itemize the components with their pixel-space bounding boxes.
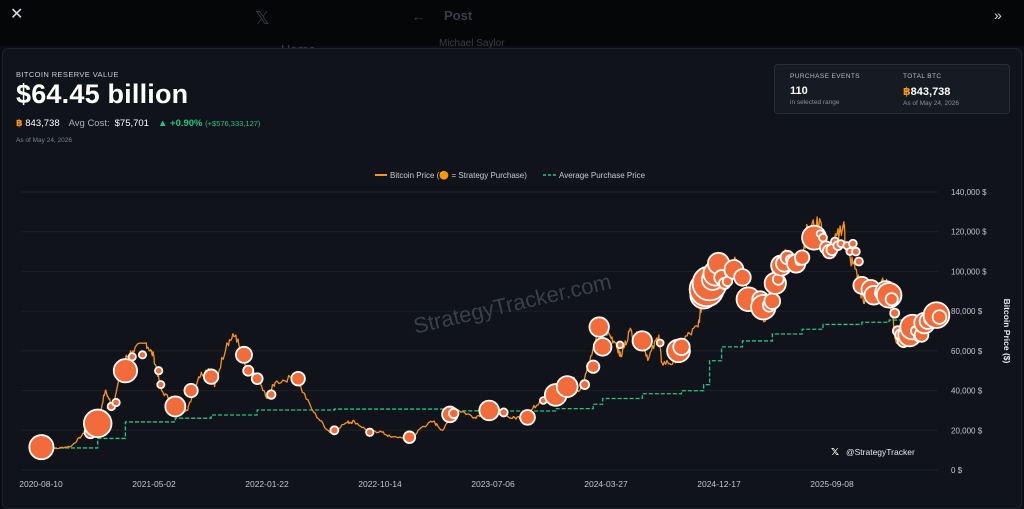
purchase-marker [164, 395, 187, 418]
purchase-marker [154, 366, 164, 376]
btc-symbol: ฿ [16, 118, 23, 129]
y-tick-label: 100,000 $ [951, 267, 987, 276]
total-btc-sub: As of May 24, 2026 [903, 100, 960, 107]
purchase-marker [137, 350, 148, 360]
x-tick-label: 2020-08-10 [19, 479, 63, 489]
change-percent: +0.90% [170, 118, 203, 129]
purchase-marker [655, 338, 665, 348]
y-tick-label: 20,000 $ [951, 426, 983, 435]
purchase-marker [112, 358, 138, 384]
purchase-marker [28, 434, 55, 461]
purchase-marker [478, 399, 500, 422]
y-tick-label: 80,000 $ [951, 307, 983, 316]
reserve-details: ฿ 843,738 Avg Cost: $75,701 ▲ +0.90% (+$… [16, 118, 260, 129]
x-tick-label: 2024-03-27 [584, 479, 628, 489]
purchase-marker [884, 292, 899, 307]
purchase-marker [588, 316, 610, 338]
purchase-marker [733, 268, 752, 287]
purchase-events-label: PURCHASE EVENTS [790, 73, 860, 80]
close-icon[interactable]: ✕ [10, 6, 24, 23]
purchase-marker [329, 425, 340, 436]
y-tick-label: 60,000 $ [951, 347, 983, 356]
purchase-events-value: 110 [790, 85, 808, 97]
y-tick-label: 0 $ [951, 466, 963, 475]
x-logo-icon: 𝕏 [255, 8, 270, 28]
reserve-value: $64.45 billion [16, 79, 189, 109]
top-bar: ✕ 𝕏 ← Post Home Michael Saylor » [0, 0, 1024, 57]
purchase-marker [672, 337, 691, 356]
purchase-marker [365, 427, 375, 437]
purchase-events-stat: PURCHASE EVENTS 110 in selected range [790, 73, 860, 106]
x-tick-label: 2024-12-17 [697, 479, 741, 489]
y-tick-label: 120,000 $ [951, 228, 987, 237]
y-tick-label: 40,000 $ [951, 387, 983, 396]
legend-price-label: Bitcoin Price (🟠 = Strategy Purchase) [390, 170, 527, 180]
btc-symbol: ฿ [903, 86, 911, 98]
x-tick-label: 2022-10-14 [358, 479, 402, 489]
purchase-marker [931, 309, 948, 325]
reserve-header: BITCOIN RESERVE VALUE [16, 70, 119, 79]
btc-amount: 843,738 [25, 118, 60, 129]
triangle-up-icon: ▲ [157, 118, 168, 129]
purchase-marker [290, 370, 306, 387]
x-logo-icon: 𝕏 [831, 447, 839, 458]
attribution: @StrategyTracker [846, 447, 915, 457]
change-absolute: (+$576,333,127) [205, 119, 261, 128]
total-btc-stat: TOTAL BTC ฿843,738 As of May 24, 2026 [903, 73, 959, 107]
double-chevron-right-icon[interactable]: » [994, 7, 1002, 23]
purchase-marker [848, 238, 858, 249]
purchase-marker [498, 407, 509, 418]
total-btc-value-row: ฿843,738 [903, 85, 959, 98]
stats-box: PURCHASE EVENTS 110 in selected range TO… [774, 64, 1010, 114]
purchase-marker [250, 372, 264, 386]
purchase-marker [853, 256, 864, 267]
purchase-marker [889, 307, 901, 319]
purchase-marker [203, 368, 220, 385]
purchase-marker [615, 340, 625, 350]
y-tick-label: 140,000 $ [951, 188, 987, 197]
total-btc-value: 843,738 [910, 86, 951, 98]
purchase-marker [235, 345, 253, 364]
y-axis-label: Bitcoin Price ($) [1002, 299, 1012, 364]
purchase-marker [851, 246, 861, 257]
avg-cost-value: $75,701 [114, 118, 149, 129]
purchase-marker [266, 389, 277, 400]
purchase-marker [763, 292, 782, 310]
x-tick-label: 2022-01-22 [245, 479, 289, 489]
purchase-marker [242, 364, 255, 377]
as-of-date: As of May 24, 2026 [16, 137, 73, 144]
purchase-marker [183, 383, 199, 399]
purchase-marker [586, 359, 601, 374]
purchase-marker [592, 337, 613, 357]
x-tick-label: 2025-09-08 [810, 479, 854, 489]
purchase-marker [579, 379, 591, 391]
ghost-user: Michael Saylor [439, 38, 505, 49]
legend-avg-label: Average Purchase Price [559, 171, 646, 180]
purchase-marker [818, 232, 828, 243]
purchase-marker [555, 375, 579, 398]
ghost-post-title: Post [444, 8, 473, 23]
purchase-marker [111, 397, 121, 408]
purchase-marker [127, 352, 137, 362]
purchase-marker [156, 380, 166, 390]
purchase-events-sub: in selected range [790, 99, 840, 106]
purchase-marker [448, 407, 460, 420]
total-btc-label: TOTAL BTC [903, 73, 942, 80]
purchase-marker [519, 409, 536, 426]
purchase-marker [83, 408, 113, 439]
x-tick-label: 2021-05-02 [132, 479, 176, 489]
purchase-marker [402, 430, 417, 444]
avg-purchase-line [41, 319, 943, 449]
purchase-marker [794, 249, 811, 266]
x-tick-label: 2023-07-06 [471, 479, 515, 489]
bitcoin-price-chart: 0 $ 20,000 $ 40,000 $ 60,000 $ 80,000 $ 100,0… [19, 170, 1012, 489]
watermark: StrategyTracker.com [411, 269, 614, 339]
back-arrow-icon: ← [412, 9, 425, 24]
avg-cost-label: Avg Cost: [68, 118, 110, 129]
purchase-marker [631, 330, 653, 352]
chart-panel: BITCOIN RESERVE VALUE $64.45 billion ฿ 8… [2, 48, 1022, 509]
